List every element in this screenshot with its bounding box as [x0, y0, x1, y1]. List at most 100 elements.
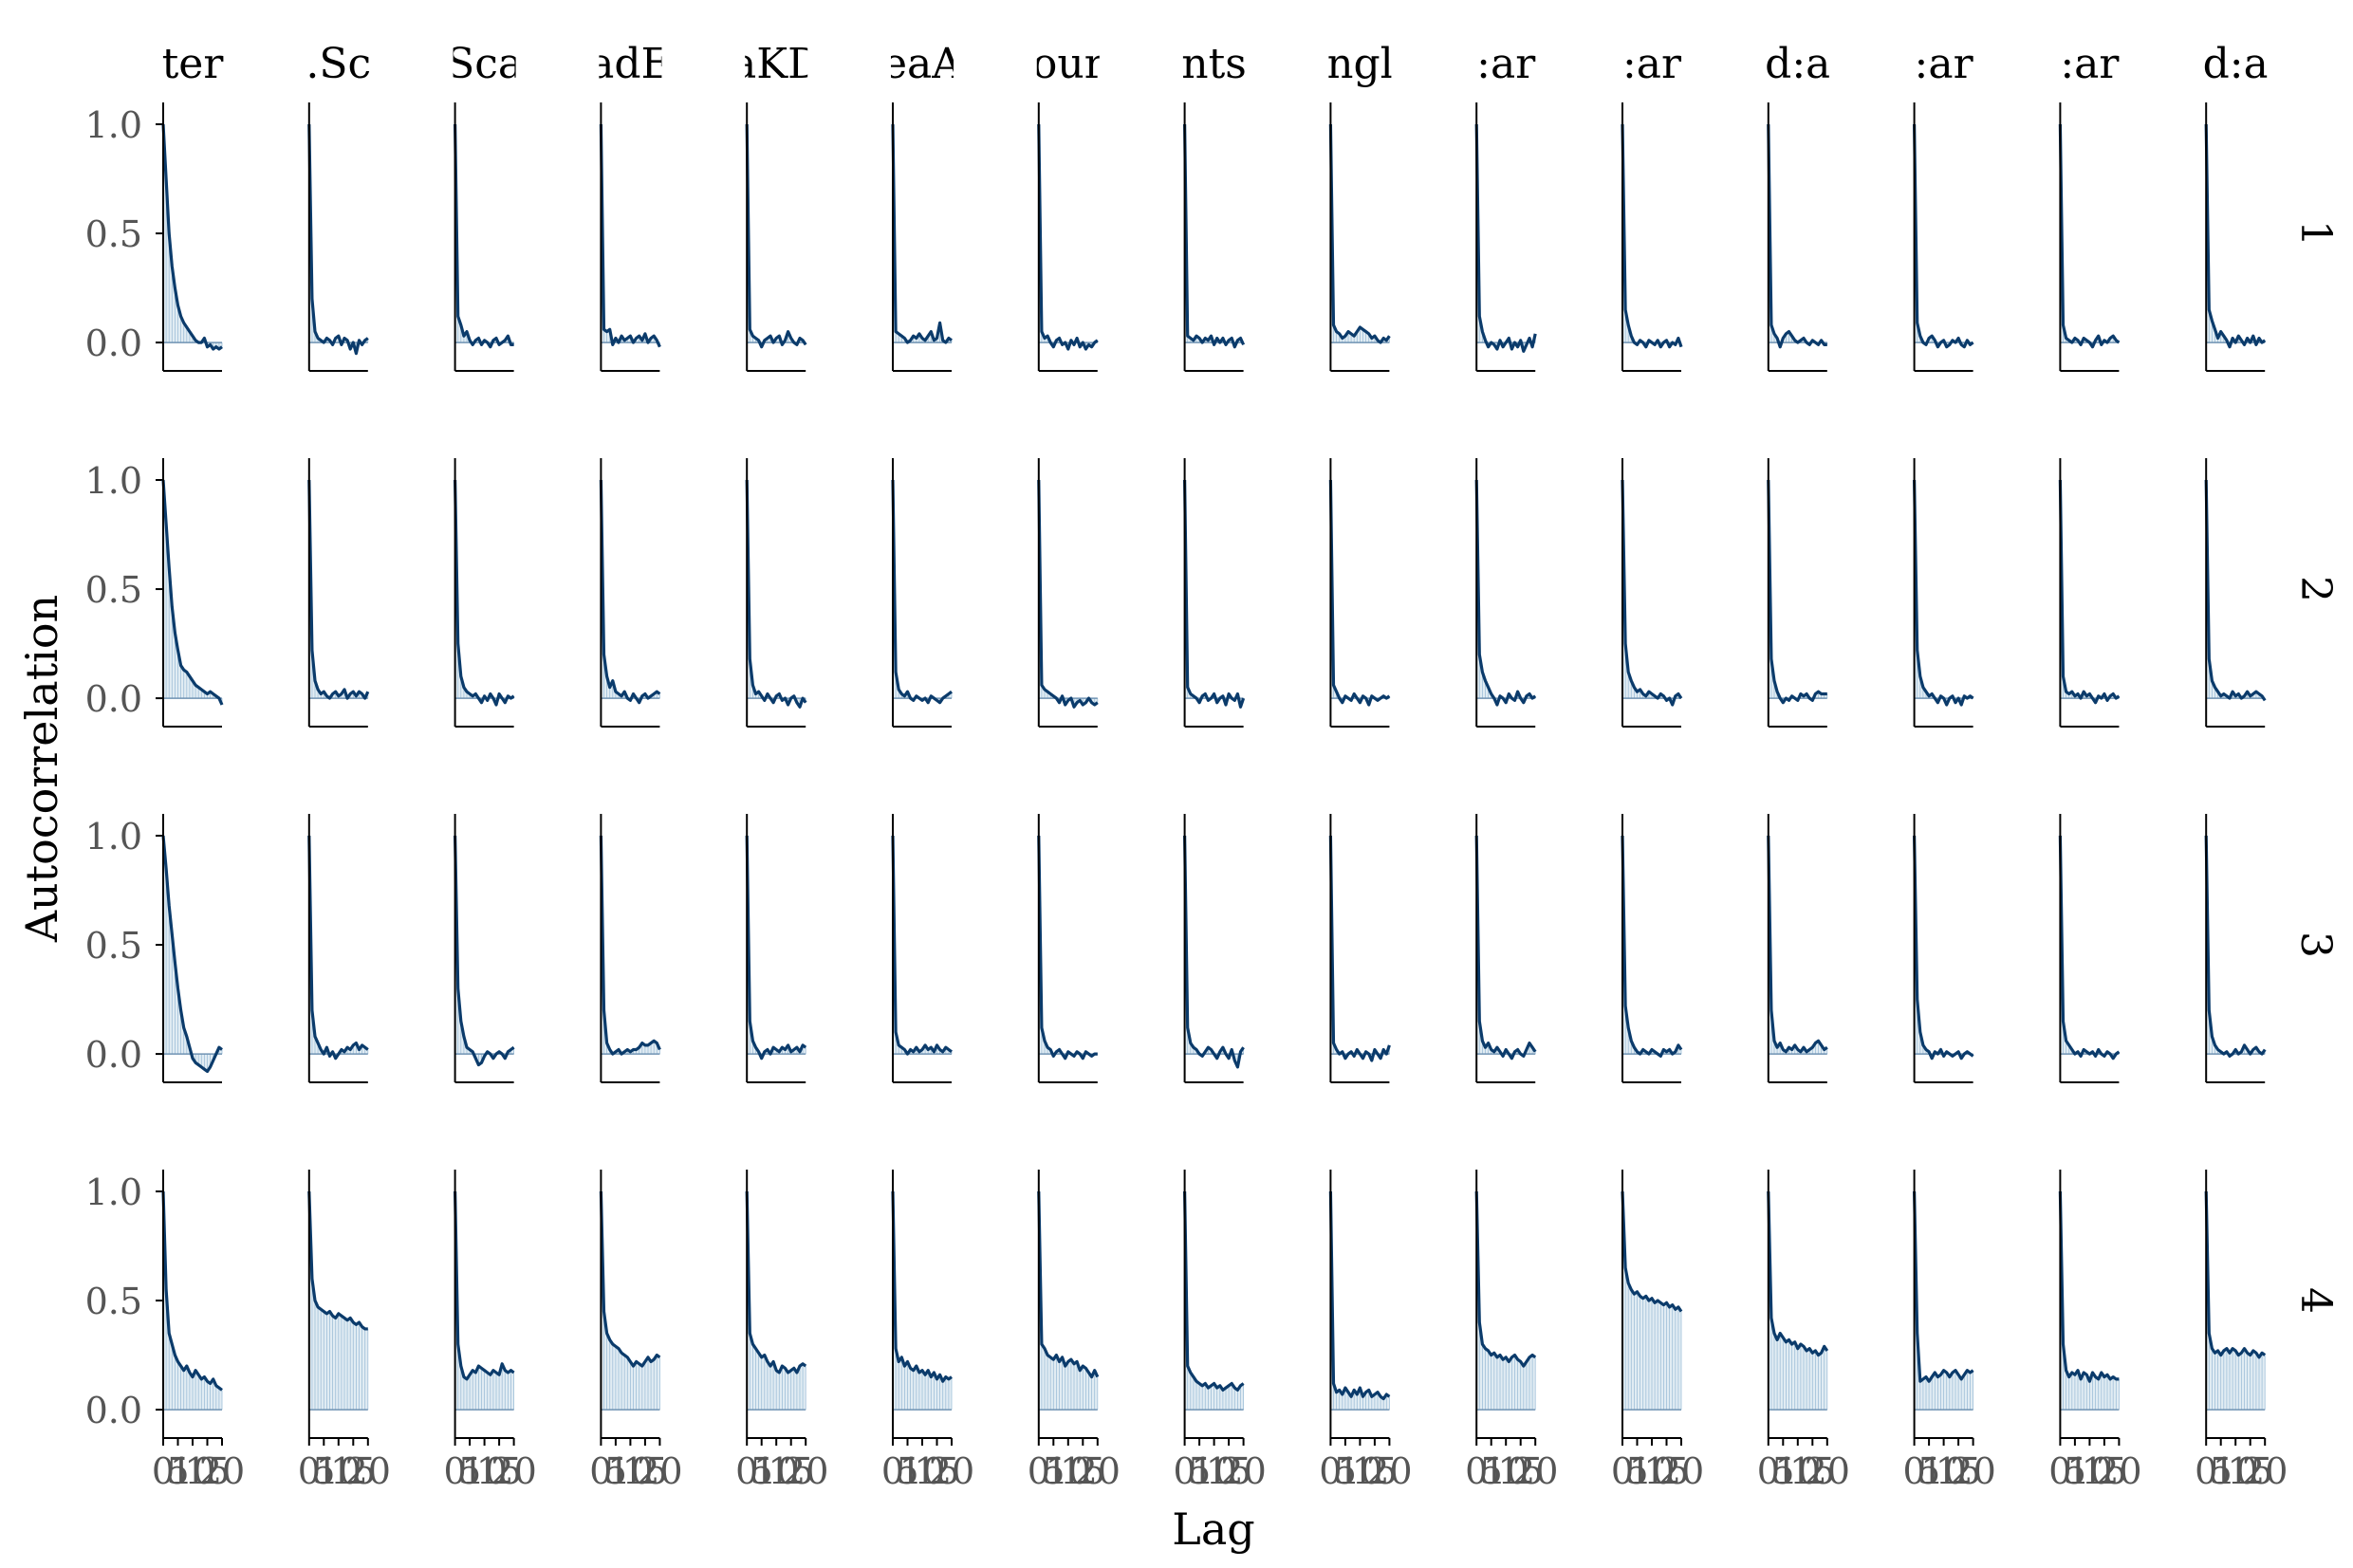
autocorrelation-area — [454, 480, 514, 705]
row-label: 1 — [2291, 220, 2340, 247]
y-tick-label: 1.0 — [85, 460, 142, 502]
x-tick-label: 0 — [1028, 1450, 1050, 1492]
autocorrelation-area — [1038, 124, 1098, 349]
x-tick-label: 5 — [2210, 1450, 2233, 1492]
autocorrelation-line — [454, 1190, 515, 1381]
autocorrelation-line — [1621, 835, 1683, 1058]
y-tick-label: 0.5 — [85, 925, 142, 967]
autocorrelation-line — [2204, 479, 2267, 702]
autocorrelation-area — [1768, 836, 1827, 1055]
autocorrelation-line — [1474, 1190, 1537, 1368]
autocorrelation-line — [1913, 123, 1974, 349]
column-label: aKD — [732, 40, 821, 88]
x-tick-label: 0 — [1611, 1450, 1634, 1492]
autocorrelation-line — [2058, 1190, 2120, 1383]
x-tick-label: 0 — [1174, 1450, 1196, 1492]
autocorrelation-line — [1913, 479, 1974, 707]
autocorrelation-line — [745, 1190, 807, 1374]
autocorrelation-line — [1913, 1190, 1974, 1383]
x-tick-label: 15 — [769, 1450, 814, 1492]
x-tick-label: 10 — [1920, 1450, 1966, 1492]
x-tick-label: 20 — [929, 1450, 974, 1492]
x-tick-label: 5 — [1625, 1450, 1648, 1492]
x-tick-label: 10 — [2066, 1450, 2112, 1492]
x-tick-label: 15 — [184, 1450, 230, 1492]
x-tick-label: 10 — [753, 1450, 799, 1492]
autocorrelation-area — [308, 480, 368, 699]
row-label: 4 — [2291, 1287, 2340, 1314]
facet-panel — [2204, 102, 2267, 372]
x-tick-label: 20 — [2242, 1450, 2288, 1492]
autocorrelation-area — [2206, 836, 2266, 1057]
y-tick-label: 1.0 — [85, 816, 142, 858]
x-tick-label: 5 — [166, 1450, 189, 1492]
x-tick-label: 20 — [1512, 1450, 1558, 1492]
autocorrelation-area — [893, 480, 952, 703]
facet-panel — [1474, 458, 1537, 728]
autocorrelation-line — [891, 835, 953, 1056]
row-label: 2 — [2291, 576, 2340, 602]
autocorrelation-area — [2206, 124, 2266, 347]
autocorrelation-area — [2060, 836, 2120, 1059]
autocorrelation-line — [1037, 1190, 1100, 1379]
x-tick-label: 0 — [444, 1450, 467, 1492]
facet-panel — [307, 458, 370, 728]
x-tick-label: 15 — [476, 1450, 522, 1492]
autocorrelation-area — [1038, 836, 1098, 1059]
autocorrelation-line — [599, 479, 661, 705]
x-tick-label: 10 — [1775, 1450, 1821, 1492]
autocorrelation-line — [454, 479, 515, 707]
y-tick-label: 0.0 — [85, 323, 142, 364]
column-label: :ar — [1476, 40, 1536, 88]
facet-panel — [2058, 102, 2121, 372]
autocorrelation-line — [1621, 479, 1683, 707]
x-tick-label: 0 — [1319, 1450, 1342, 1492]
facet-panel — [1474, 102, 1537, 372]
facet-panel — [1474, 814, 1537, 1083]
autocorrelation-line — [2058, 123, 2121, 349]
autocorrelation-area — [1330, 1191, 1390, 1411]
autocorrelation-area — [308, 124, 368, 354]
autocorrelation-line — [2204, 835, 2267, 1058]
autocorrelation-area — [1622, 480, 1681, 705]
autocorrelation-area — [1768, 124, 1827, 347]
autocorrelation-line — [307, 1190, 368, 1331]
autocorrelation-area — [308, 836, 368, 1059]
autocorrelation-line — [599, 1190, 661, 1368]
autocorrelation-line — [1767, 123, 1827, 349]
autocorrelation-line — [1328, 1190, 1391, 1401]
autocorrelation-line — [1037, 479, 1099, 709]
x-tick-label: 15 — [330, 1450, 376, 1492]
facet-panel — [1913, 814, 1974, 1083]
facet-panel — [891, 814, 953, 1083]
x-tick-label: 20 — [1220, 1450, 1266, 1492]
x-tick-label: 0 — [2048, 1450, 2071, 1492]
x-tick-label: 5 — [1188, 1450, 1211, 1492]
autocorrelation-line — [1183, 835, 1245, 1069]
x-tick-label: 15 — [1498, 1450, 1544, 1492]
y-axis-title: Autocorrelation — [16, 595, 67, 943]
autocorrelation-line — [1328, 123, 1391, 344]
x-axis-title: Lag — [1172, 1503, 1254, 1555]
autocorrelation-area — [1038, 480, 1098, 708]
autocorrelation-line — [745, 123, 807, 349]
autocorrelation-line — [1328, 479, 1391, 707]
x-tick-label: 10 — [899, 1450, 945, 1492]
facet-panel — [2058, 458, 2121, 728]
y-tick-label: 1.0 — [85, 1171, 142, 1213]
facet-panel — [1767, 814, 1828, 1083]
autocorrelation-area — [1768, 480, 1827, 703]
facet-panel — [1183, 102, 1246, 372]
autocorrelation-line — [454, 123, 514, 349]
y-tick-label: 1.0 — [85, 104, 142, 146]
autocorrelation-line — [307, 835, 369, 1061]
x-tick-label: 10 — [1046, 1450, 1091, 1492]
x-tick-label: 20 — [783, 1450, 828, 1492]
autocorrelation-line — [2204, 123, 2267, 349]
facet-panel — [307, 102, 369, 372]
